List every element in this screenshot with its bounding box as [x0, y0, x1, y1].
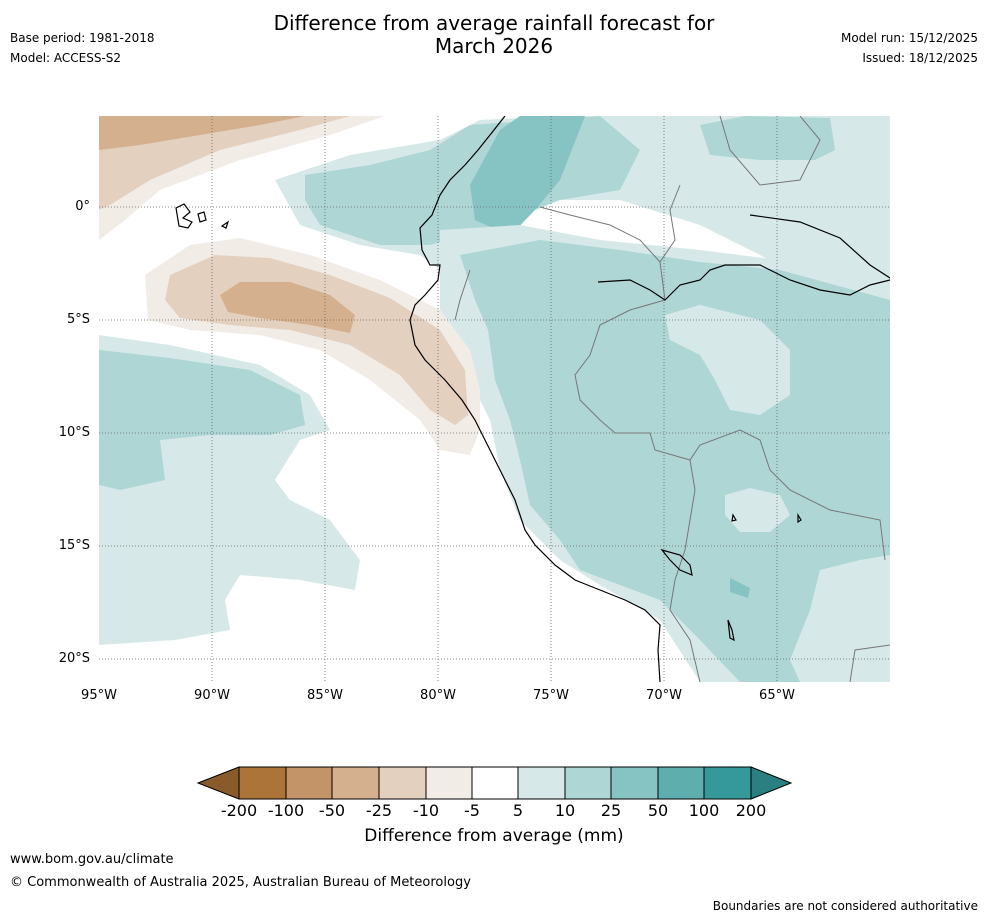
wet-region-dark-north	[470, 116, 585, 236]
model-name: Model: ACCESS-S2	[10, 51, 122, 65]
colorbar-swatch-10	[657, 766, 705, 800]
issued-date: Issued: 18/12/2025	[862, 51, 978, 65]
lon-label-85w: 85°W	[307, 688, 343, 703]
coastline	[175, 116, 890, 682]
colorbar-tick-label: -5	[464, 801, 480, 820]
colorbar-title: Difference from average (mm)	[364, 826, 624, 846]
lat-label-0: 0°	[75, 199, 90, 214]
lat-label-20s: 20°S	[58, 651, 90, 666]
wet-region-medium-northeast	[700, 116, 835, 160]
title-line-1: Difference from average rainfall forecas…	[273, 11, 715, 35]
colorbar-tick-label: 200	[735, 801, 767, 820]
dry-region-medium-north	[99, 116, 305, 150]
meta-left: Base period: 1981-2018 Model: ACCESS-S2	[10, 30, 155, 66]
model-run: Model run: 15/12/2025	[840, 31, 978, 45]
colorbar-tick-label: 25	[600, 801, 622, 820]
graticule	[99, 116, 890, 682]
colorbar-swatch-7	[517, 766, 566, 800]
colorbar-swatch-4	[378, 766, 427, 800]
wet-region-light-continent-patch-2	[725, 488, 790, 532]
lon-label-70w: 70°W	[646, 688, 682, 703]
footer-copyright: © Commonwealth of Australia 2025, Austra…	[10, 875, 471, 890]
colorbar-swatch-6	[471, 766, 519, 800]
lon-label-80w: 80°W	[420, 688, 456, 703]
lat-label-10s: 10°S	[58, 425, 90, 440]
colorbar	[196, 766, 793, 800]
colorbar-tick-label: 5	[512, 801, 524, 820]
footer-url: www.bom.gov.au/climate	[10, 852, 174, 867]
lon-label-95w: 95°W	[81, 688, 117, 703]
colorbar-tick-label: -100	[267, 801, 305, 820]
colorbar-swatch-5	[425, 766, 473, 800]
lon-label-75w: 75°W	[533, 688, 569, 703]
meta-right: Model run: 15/12/2025 Issued: 18/12/2025	[841, 30, 978, 66]
colorbar-tick-label: -10	[412, 801, 440, 820]
lon-label-65w: 65°W	[759, 688, 795, 703]
colorbar-swatch-8	[564, 766, 612, 800]
colorbar-swatch-1	[238, 766, 287, 800]
colorbar-tick-label: 50	[647, 801, 669, 820]
lat-label-15s: 15°S	[58, 538, 90, 553]
colorbar-swatch-9	[610, 766, 659, 800]
colorbar-tick-label: -200	[220, 801, 258, 820]
title-line-2: March 2026	[434, 34, 554, 58]
footer-note: Boundaries are not considered authoritat…	[712, 899, 978, 913]
base-period: Base period: 1981-2018	[10, 31, 155, 45]
colorbar-swatch-3	[331, 766, 380, 800]
colorbar-extend-left	[196, 766, 240, 800]
wet-region-light-continent-patch	[665, 305, 790, 415]
colorbar-swatch-2	[285, 766, 333, 800]
colorbar-tick-label: 100	[688, 801, 720, 820]
wet-region-medium-ocean	[99, 350, 305, 490]
lat-label-5s: 5°S	[66, 312, 90, 327]
wet-region-dark-patch	[730, 578, 750, 598]
colorbar-swatch-11	[703, 766, 752, 800]
colorbar-tick-label: 10	[554, 801, 576, 820]
lon-label-90w: 90°W	[194, 688, 230, 703]
colorbar-tick-label: -25	[365, 801, 393, 820]
colorbar-extend-right	[750, 766, 793, 800]
country-borders	[454, 116, 890, 682]
chart-title: Difference from average rainfall forecas…	[0, 12, 988, 58]
colorbar-tick-label: -50	[318, 801, 346, 820]
